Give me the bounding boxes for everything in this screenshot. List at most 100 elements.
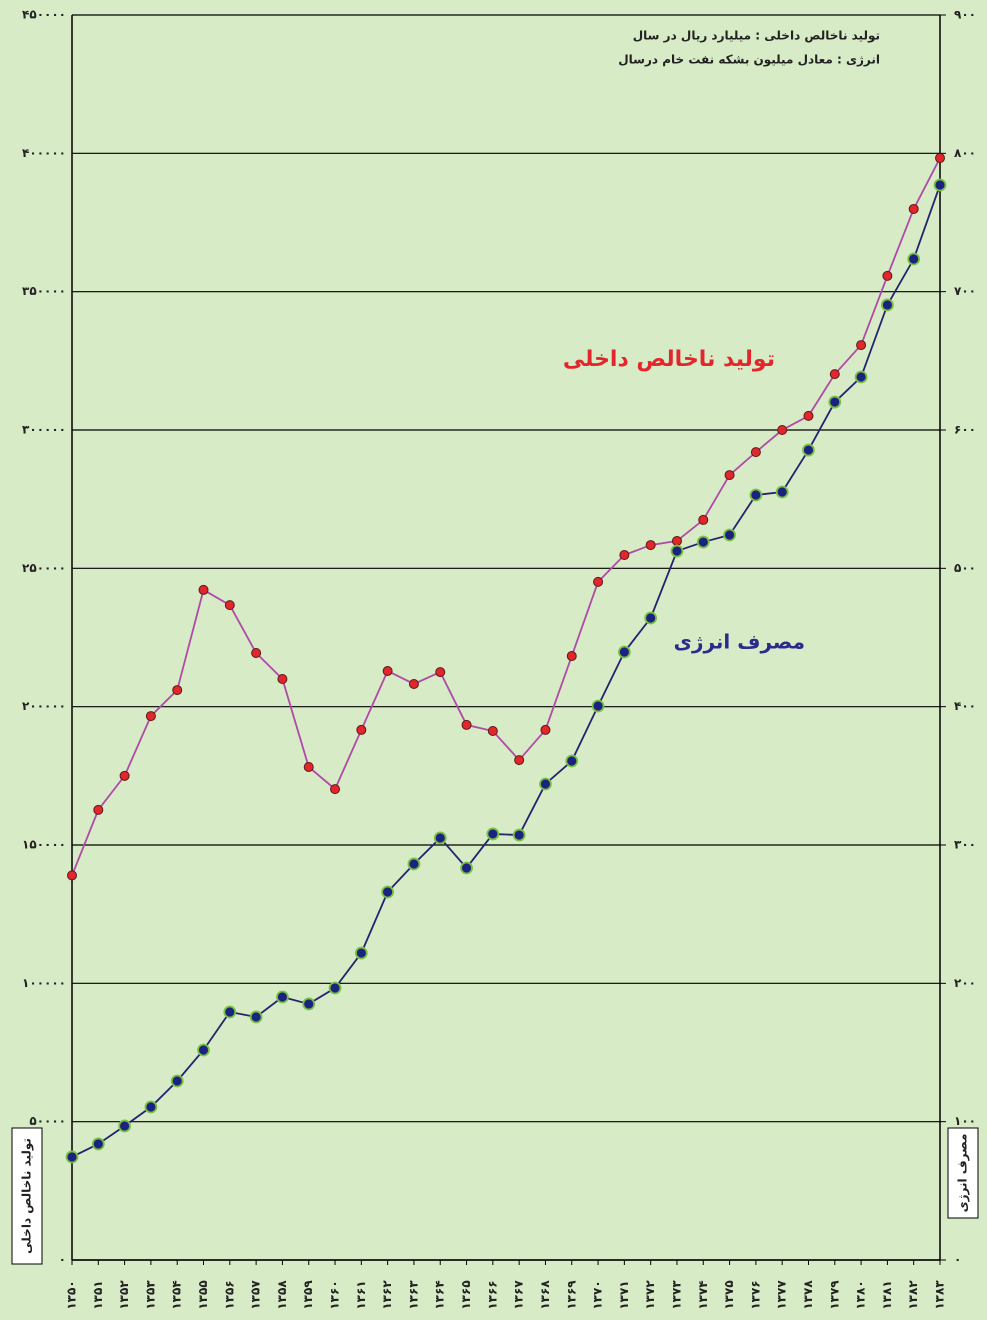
y-axis-label: تولید ناخالص داخلی bbox=[20, 1138, 35, 1254]
x-tick-label: ۱۳۵۸ bbox=[275, 1280, 289, 1310]
point bbox=[172, 685, 183, 696]
point bbox=[382, 665, 393, 676]
point bbox=[696, 535, 710, 549]
point bbox=[302, 997, 316, 1011]
point bbox=[829, 369, 840, 380]
point bbox=[882, 270, 893, 281]
x-tick-label: ۱۳۸۱ bbox=[880, 1280, 894, 1309]
point bbox=[276, 990, 289, 1004]
point bbox=[512, 828, 526, 842]
x-tick-label: ۱۳۵۹ bbox=[301, 1280, 315, 1310]
point bbox=[775, 485, 789, 499]
point bbox=[724, 470, 735, 481]
x-tick-label: ۱۳۷۲ bbox=[643, 1280, 657, 1310]
series-label: مصرف انرژی bbox=[674, 630, 805, 654]
point bbox=[119, 770, 130, 781]
point bbox=[460, 861, 473, 875]
point bbox=[539, 777, 552, 791]
axis-label-box bbox=[11, 1127, 43, 1265]
point bbox=[617, 645, 631, 659]
x-tick-label: ۱۳۵۲ bbox=[117, 1280, 131, 1310]
point bbox=[723, 528, 736, 542]
series-line bbox=[71, 157, 941, 876]
y-tick-label: ۳۰۰۰۰۰ bbox=[22, 423, 66, 437]
point bbox=[854, 370, 868, 384]
y2-tick-label: ۳۰۰ bbox=[954, 838, 976, 852]
point bbox=[223, 1005, 237, 1019]
point bbox=[277, 674, 288, 684]
point bbox=[908, 203, 919, 214]
x-tick-label: ۱۳۷۹ bbox=[827, 1280, 841, 1310]
y-tick-label: ۲۰۰۰۰۰ bbox=[22, 699, 66, 713]
point bbox=[591, 699, 605, 713]
x-tick-label: ۱۳۷۳ bbox=[669, 1280, 683, 1310]
x-tick-label: ۱۳۶۰ bbox=[328, 1280, 342, 1309]
point bbox=[407, 857, 421, 871]
point bbox=[328, 981, 342, 995]
x-tick-label: ۱۳۶۶ bbox=[485, 1280, 499, 1309]
point bbox=[670, 544, 684, 558]
annotation: انرژی : معادل میلیون بشکه نفت خام درسال bbox=[618, 53, 880, 68]
y2-tick-label: ۹۰۰ bbox=[954, 8, 976, 22]
x-tick-label: ۱۳۶۷ bbox=[512, 1280, 526, 1310]
x-tick-label: ۱۳۷۵ bbox=[722, 1280, 736, 1309]
point bbox=[698, 514, 709, 525]
y2-tick-label: ۷۰۰ bbox=[954, 284, 976, 298]
x-tick-label: ۱۳۶۸ bbox=[538, 1280, 552, 1310]
y2-tick-label: ۶۰۰ bbox=[954, 423, 976, 437]
point bbox=[777, 425, 788, 435]
x-tick-label: ۱۳۶۲ bbox=[380, 1280, 394, 1310]
x-tick-label: ۱۳۷۱ bbox=[617, 1280, 631, 1309]
y2-axis-label: مصرف انرژی bbox=[956, 1134, 970, 1213]
point bbox=[461, 719, 472, 730]
x-tick-label: ۱۳۵۷ bbox=[249, 1280, 263, 1310]
point bbox=[907, 252, 921, 266]
point bbox=[514, 755, 525, 766]
x-tick-label: ۱۳۷۷ bbox=[775, 1280, 789, 1310]
point bbox=[144, 1100, 158, 1114]
x-tick-label: ۱۳۵۵ bbox=[196, 1280, 210, 1309]
point bbox=[565, 754, 579, 768]
point bbox=[593, 576, 604, 587]
point bbox=[933, 178, 947, 192]
x-tick-label: ۱۳۷۴ bbox=[696, 1280, 710, 1309]
y2-tick-label: ۰ bbox=[954, 1253, 961, 1267]
series-label: تولید ناخالص داخلی bbox=[563, 347, 775, 372]
point bbox=[145, 711, 156, 722]
y2-tick-label: ۱۰۰ bbox=[954, 1114, 976, 1128]
x-tick-label: ۱۳۶۳ bbox=[406, 1280, 420, 1310]
x-tick-label: ۱۳۶۵ bbox=[459, 1280, 473, 1309]
point bbox=[65, 1150, 79, 1164]
series-line bbox=[71, 184, 941, 1158]
point bbox=[91, 1137, 105, 1151]
point bbox=[828, 395, 842, 409]
point bbox=[486, 827, 500, 841]
point bbox=[803, 410, 814, 421]
x-tick-label: ۱۳۷۸ bbox=[801, 1280, 815, 1310]
y-tick-label: ۲۵۰۰۰۰ bbox=[22, 561, 66, 575]
point bbox=[251, 647, 262, 658]
point bbox=[750, 447, 761, 458]
x-tick-label: ۱۳۷۰ bbox=[591, 1280, 605, 1309]
x-tick-label: ۱۳۸۰ bbox=[854, 1280, 868, 1309]
point bbox=[487, 726, 498, 737]
y-tick-label: ۴۰۰۰۰۰ bbox=[22, 146, 66, 160]
y2-tick-label: ۴۰۰ bbox=[954, 699, 976, 713]
y2-tick-label: ۸۰۰ bbox=[954, 146, 976, 160]
point bbox=[224, 600, 235, 611]
x-tick-label: ۱۳۸۳ bbox=[933, 1280, 947, 1310]
point bbox=[198, 584, 209, 595]
x-tick-label: ۱۳۵۳ bbox=[143, 1280, 157, 1310]
point bbox=[93, 804, 104, 815]
point bbox=[644, 611, 658, 625]
x-tick-label: ۱۳۵۴ bbox=[170, 1280, 184, 1309]
x-tick-label: ۱۳۵۶ bbox=[222, 1280, 236, 1309]
y-tick-label: ۰ bbox=[59, 1253, 66, 1267]
x-tick-label: ۱۳۵۰ bbox=[65, 1280, 79, 1309]
point bbox=[540, 724, 551, 735]
x-tick-label: ۱۳۷۶ bbox=[748, 1280, 762, 1309]
y-tick-label: ۱۰۰۰۰۰ bbox=[22, 976, 66, 990]
x-tick-label: ۱۳۶۹ bbox=[564, 1280, 578, 1310]
point bbox=[381, 885, 395, 899]
